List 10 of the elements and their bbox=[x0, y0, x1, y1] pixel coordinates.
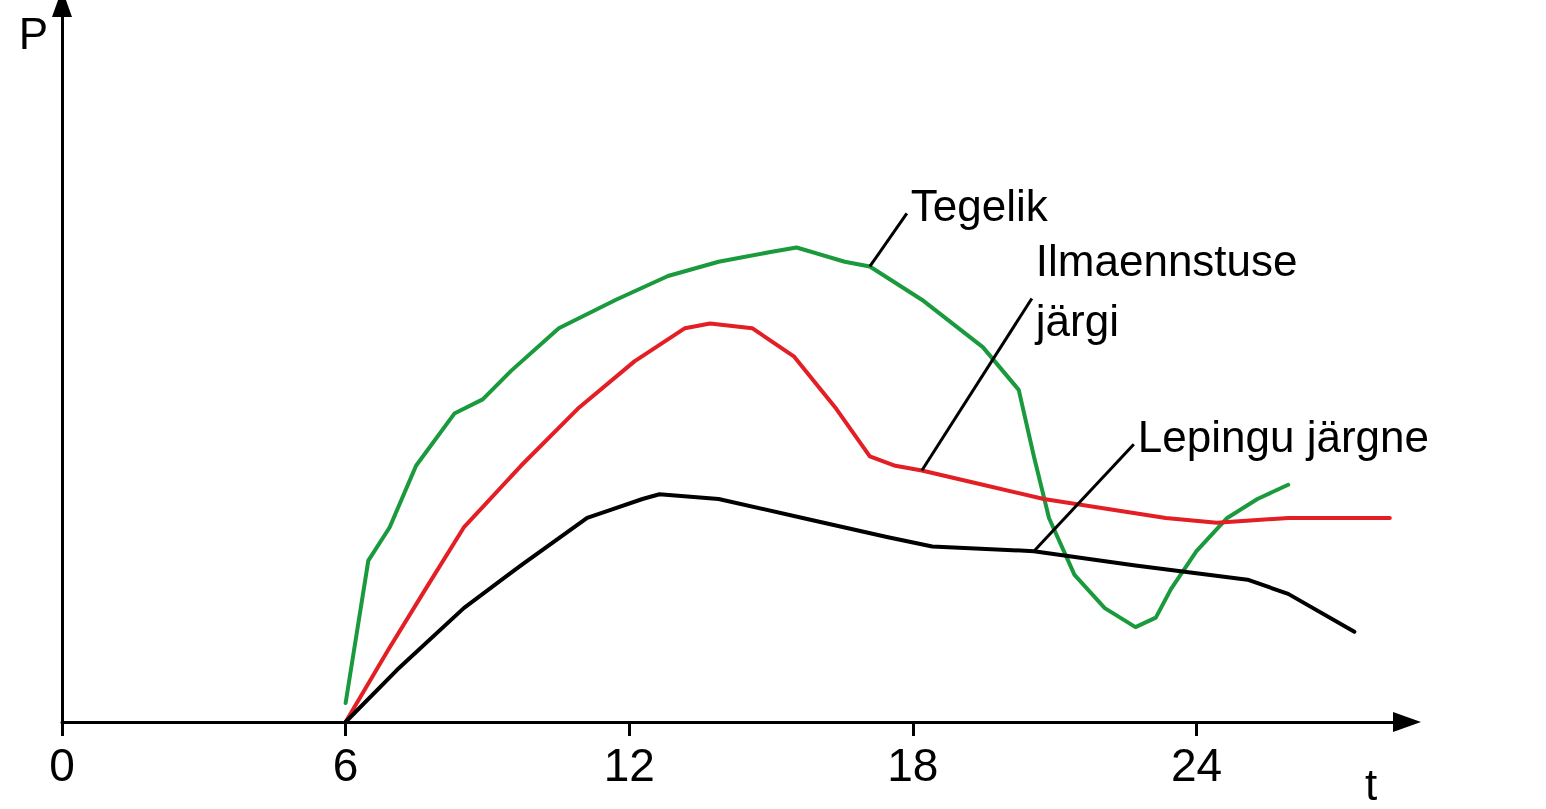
x-tick-label: 24 bbox=[1170, 739, 1223, 791]
x-tick-label: 12 bbox=[603, 739, 655, 791]
text: Lepingu järgne bbox=[1137, 411, 1429, 461]
x-tick-label: 18 bbox=[887, 739, 939, 791]
x-axis-title: t bbox=[1365, 759, 1378, 809]
y-axis-title: P bbox=[18, 8, 48, 58]
x-tick-label: 0 bbox=[49, 739, 75, 791]
x-tick-label: 6 bbox=[332, 739, 359, 791]
series-label: Tegelik bbox=[910, 180, 1049, 230]
text: Ilmaennstuse järgi bbox=[1033, 236, 1310, 346]
